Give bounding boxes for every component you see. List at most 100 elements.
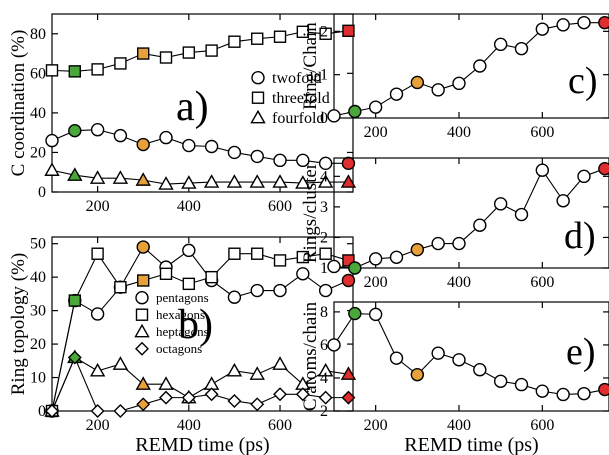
y-tick-label-e: 8	[320, 304, 328, 321]
data-point-a-twofold	[159, 130, 173, 145]
y-tick-label-c: 2	[320, 23, 328, 40]
data-point-d-0	[348, 261, 362, 275]
y-tick-label-a: 60	[30, 65, 46, 82]
data-point-b-hexagons	[68, 294, 82, 307]
data-point-b-hexagons	[137, 274, 150, 287]
data-point-a-fourfold	[112, 170, 129, 184]
x-tick-label-b: 200	[86, 417, 110, 434]
data-point-b-pentagons	[341, 273, 356, 288]
data-point-d-0	[514, 207, 529, 222]
data-point-c-0	[368, 100, 383, 114]
data-point-d-0	[473, 218, 487, 232]
data-point-e-0	[452, 353, 466, 367]
data-point-a-threefold	[296, 25, 310, 38]
y-tick-label-d: 2	[320, 229, 328, 246]
data-point-c-0	[556, 18, 570, 32]
x-tick-label-e: 400	[447, 417, 471, 434]
data-point-b-heptagons	[158, 376, 174, 390]
data-point-c-0	[389, 87, 404, 101]
y-tick-label-a: 80	[30, 26, 46, 43]
legend-marker-a	[251, 91, 265, 104]
data-point-e-0	[368, 307, 383, 322]
data-point-e-0	[389, 351, 404, 365]
data-point-c-0	[348, 104, 362, 119]
data-point-c-0	[452, 76, 466, 91]
data-point-a-twofold	[45, 133, 59, 148]
y-tick-label-e: 4	[320, 370, 328, 387]
data-point-a-twofold	[182, 138, 196, 153]
data-point-b-hexagons	[159, 267, 173, 281]
data-point-a-threefold	[137, 47, 150, 60]
y-axis-label-c: Ring/Chain	[300, 22, 321, 110]
data-point-a-threefold	[319, 27, 332, 40]
data-point-a-fourfold	[67, 167, 83, 181]
data-point-b-heptagons	[317, 362, 334, 377]
data-point-b-octagons	[113, 404, 128, 418]
data-point-b-pentagons	[136, 240, 150, 254]
chart-panel-e: 200 400 600 2 4 6 8C atoms/chain REMD time (ps)…	[300, 301, 609, 455]
data-point-b-pentagons	[318, 283, 333, 298]
data-point-a-twofold	[273, 153, 287, 168]
data-point-b-heptagons	[340, 366, 357, 380]
legend-marker-b	[135, 341, 149, 356]
x-tick-label-d: 200	[364, 274, 388, 291]
y-tick-label-a: 20	[30, 144, 46, 161]
data-point-e-0	[410, 367, 425, 382]
plot-frame-a	[51, 13, 354, 193]
data-point-a-fourfold	[295, 175, 311, 189]
data-point-a-fourfold	[89, 170, 106, 184]
data-point-a-twofold	[341, 156, 356, 171]
data-point-c-0	[577, 15, 591, 30]
data-point-e-0	[493, 374, 508, 388]
data-point-a-twofold	[250, 149, 264, 164]
data-point-d-0	[327, 259, 341, 274]
plot-frame-e	[333, 301, 609, 412]
y-tick-label-d: 1	[320, 260, 328, 277]
data-point-c-0	[535, 22, 550, 36]
data-point-a-fourfold	[44, 162, 60, 176]
data-point-a-threefold	[228, 35, 241, 48]
x-tick-label-b: 600	[268, 417, 292, 434]
data-point-d-0	[577, 169, 591, 184]
data-point-a-threefold	[251, 32, 264, 45]
legend-label-a: fourfold	[272, 110, 324, 127]
data-point-b-octagons	[318, 390, 333, 405]
x-axis-label-e: REMD time (ps)	[404, 434, 538, 455]
data-point-b-heptagons	[89, 362, 106, 377]
data-point-b-octagons	[250, 397, 265, 412]
x-tick-label-c: 600	[530, 124, 554, 141]
series-line-e-0	[333, 312, 605, 396]
x-axis-label-b: REMD time (ps)	[135, 434, 269, 455]
data-point-e-0	[473, 363, 487, 377]
legend-marker-b	[135, 291, 149, 305]
data-point-a-fourfold	[135, 172, 151, 186]
y-tick-label-b: 40	[30, 269, 46, 286]
data-point-a-threefold	[91, 63, 104, 76]
legend-marker-b	[134, 323, 150, 338]
data-point-b-hexagons	[251, 247, 264, 260]
data-point-b-octagons	[295, 387, 310, 402]
data-point-e-0	[348, 306, 362, 321]
data-point-a-fourfold	[340, 174, 357, 188]
data-point-a-fourfold	[249, 174, 265, 188]
x-tick-label-b: 400	[177, 417, 201, 434]
legend-label-a: twofold	[272, 70, 322, 87]
data-point-b-octagons	[204, 387, 219, 402]
y-tick-label-b: 30	[30, 303, 46, 320]
data-point-b-hexagons	[342, 254, 355, 267]
x-tick-label-d: 600	[530, 274, 554, 291]
data-point-e-0	[556, 387, 570, 402]
data-point-b-pentagons	[90, 307, 105, 321]
data-point-b-heptagons	[112, 356, 129, 370]
data-point-a-twofold	[318, 156, 333, 171]
data-point-c-0	[514, 41, 529, 56]
data-point-d-0	[556, 194, 570, 208]
data-point-a-twofold	[68, 123, 82, 138]
data-point-a-twofold	[204, 139, 219, 154]
data-point-b-octagons	[273, 387, 288, 402]
data-point-d-0	[493, 197, 508, 211]
